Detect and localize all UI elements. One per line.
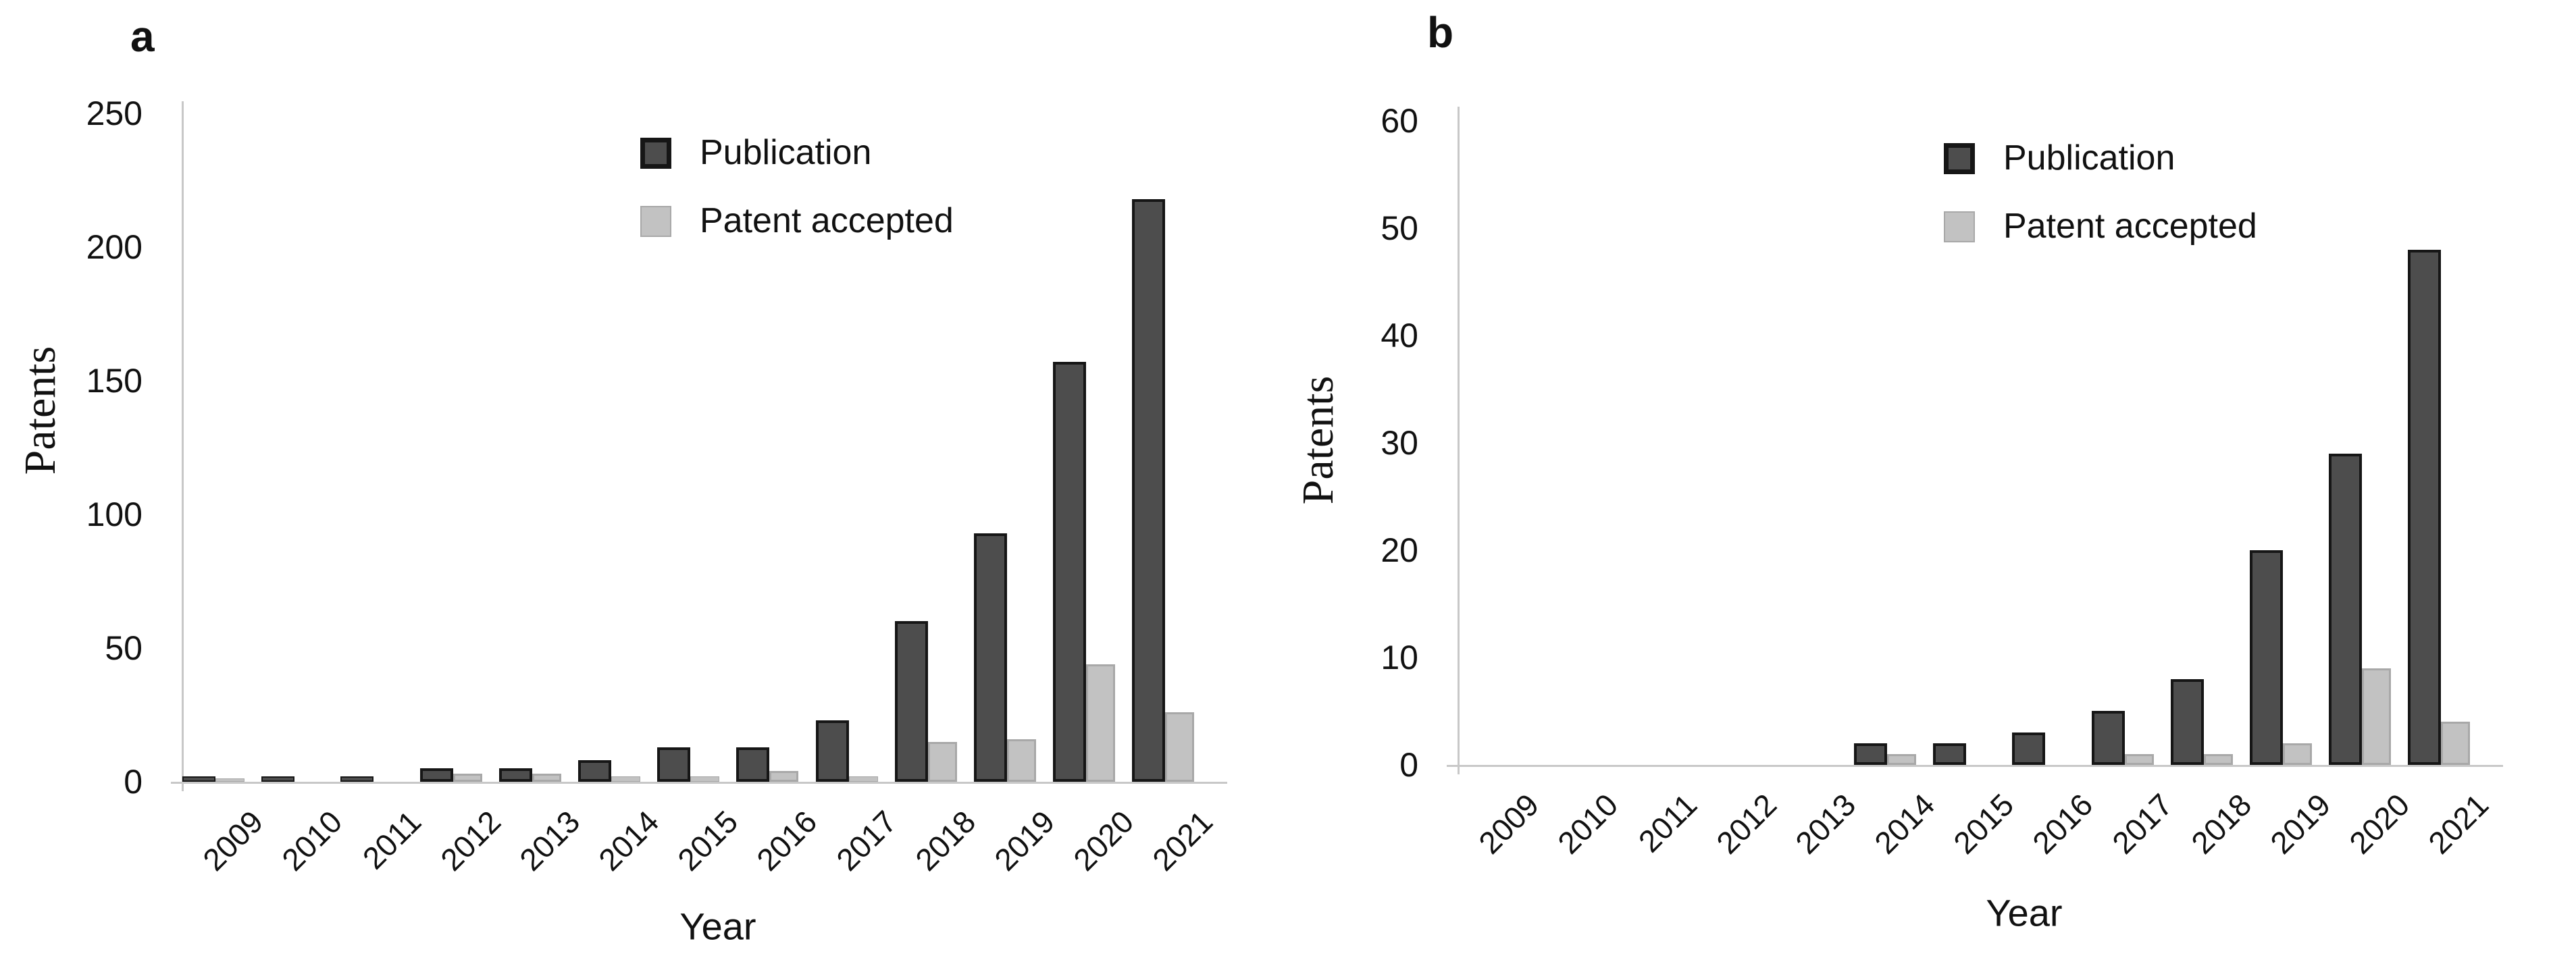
bar-publication	[340, 776, 374, 782]
y-tick-label: 40	[1381, 317, 1418, 354]
patent-accepted-swatch-icon	[1944, 211, 1975, 242]
y-tick-label: 50	[1381, 209, 1418, 247]
panel-letter-b: b	[1427, 8, 1454, 57]
legend-label-publication: Publication	[700, 133, 872, 172]
publication-swatch-icon	[640, 137, 671, 169]
legend-item-patent-accepted: Patent accepted	[1944, 207, 2257, 246]
bar-publication	[1933, 743, 1967, 765]
legend-label-patent-accepted: Patent accepted	[2003, 207, 2257, 246]
bar-publication	[2012, 732, 2046, 765]
bar-publication	[657, 747, 691, 782]
bar-publication	[2170, 679, 2204, 765]
bar-publication	[974, 533, 1007, 782]
bar-publication	[894, 621, 928, 782]
legend: Publication Patent accepted	[640, 133, 954, 241]
bar-patent-accepted	[690, 776, 720, 782]
bar-publication	[1854, 743, 1887, 765]
y-tick-label: 150	[86, 362, 143, 400]
bar-publication	[2091, 711, 2125, 765]
y-tick-label: 100	[86, 496, 143, 533]
bar-publication	[2250, 550, 2283, 765]
legend: Publication Patent accepted	[1944, 138, 2257, 246]
publication-swatch-icon	[1944, 142, 1975, 174]
bar-patent-accepted	[2441, 722, 2471, 765]
legend-item-publication: Publication	[640, 133, 954, 172]
bar-patent-accepted	[1086, 664, 1116, 782]
y-axis-line	[182, 101, 184, 782]
legend-label-publication: Publication	[2003, 138, 2175, 178]
y-tick-label: 10	[1381, 639, 1418, 676]
bar-patent-accepted	[2203, 754, 2233, 765]
x-axis-title: Year	[679, 905, 756, 948]
bar-patent-accepted	[1007, 739, 1036, 782]
y-tick-label: 20	[1381, 531, 1418, 569]
bar-patent-accepted	[769, 771, 799, 782]
y-tick-label: 50	[105, 629, 143, 667]
bar-patent-accepted	[611, 776, 640, 782]
bar-publication	[736, 747, 770, 782]
bar-publication	[2408, 250, 2442, 765]
bar-publication	[498, 768, 532, 782]
y-tick-label: 0	[1399, 746, 1418, 784]
x-axis-title: Year	[1986, 891, 2063, 934]
y-tick-label: 0	[124, 763, 143, 801]
bar-publication	[815, 720, 849, 782]
bar-patent-accepted	[2283, 743, 2312, 765]
bar-patent-accepted	[2124, 754, 2154, 765]
x-axis-origin-tick	[182, 782, 184, 791]
bar-patent-accepted	[848, 776, 878, 782]
panel-letter-a: a	[130, 12, 155, 61]
legend-label-patent-accepted: Patent accepted	[700, 201, 954, 241]
legend-item-patent-accepted: Patent accepted	[640, 201, 954, 241]
bar-publication	[1053, 362, 1087, 782]
x-axis-line	[1447, 765, 2503, 767]
bar-publication	[261, 776, 295, 782]
x-axis-line	[171, 782, 1227, 784]
y-tick-label: 60	[1381, 102, 1418, 140]
y-tick-label: 30	[1381, 424, 1418, 462]
legend-item-publication: Publication	[1944, 138, 2257, 178]
bar-publication	[182, 776, 215, 782]
bar-patent-accepted	[453, 774, 482, 782]
y-tick-label: 200	[86, 228, 143, 266]
bar-publication	[2329, 454, 2363, 765]
bar-publication	[1132, 199, 1166, 782]
bar-patent-accepted	[215, 778, 244, 782]
patent-accepted-swatch-icon	[640, 205, 671, 237]
y-tick-label: 250	[86, 95, 143, 132]
bar-patent-accepted	[532, 774, 561, 782]
bar-publication	[419, 768, 453, 782]
bar-patent-accepted	[927, 742, 957, 782]
bar-publication	[578, 760, 611, 782]
bar-patent-accepted	[1165, 712, 1195, 782]
y-axis-line	[1458, 107, 1460, 765]
x-axis-origin-tick	[1458, 765, 1460, 774]
bar-patent-accepted	[2362, 668, 2392, 765]
bar-patent-accepted	[1887, 754, 1916, 765]
